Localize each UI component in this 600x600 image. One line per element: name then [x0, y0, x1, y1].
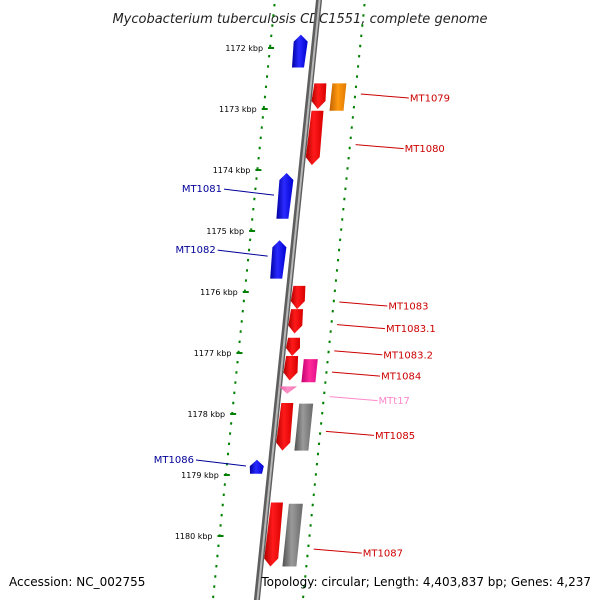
- feature-glyph[interactable]: [294, 403, 314, 451]
- kbp-tick-label: 1178 kbp: [187, 410, 225, 419]
- genome-backbone: [253, 0, 323, 600]
- feature-label[interactable]: MT1083.1: [386, 324, 436, 335]
- tick-marks: 1172 kbp 1173 kbp 1174 kbp 1175 kbp 1176 kbp…: [175, 3, 366, 599]
- accession-text: Accession: NC_002755: [9, 575, 145, 589]
- mt1087-glyph[interactable]: [264, 502, 283, 567]
- kbp-tick-label: 1179 kbp: [181, 471, 219, 480]
- feature-label[interactable]: MT1082: [176, 245, 216, 256]
- feature-label[interactable]: MT1083.2: [383, 350, 433, 361]
- feature-glyph[interactable]: [329, 83, 347, 111]
- mt1081-glyph[interactable]: [276, 173, 294, 219]
- label-leader-line: [329, 396, 378, 402]
- feature-labels: MT1079 MT1080 MT1081 MT1082 MT1083 MT1083.1 MT…: [154, 94, 450, 560]
- backbone-line-highlight: [256, 0, 321, 600]
- feature-label[interactable]: MT1081: [182, 184, 222, 195]
- label-leader-line: [195, 459, 247, 467]
- feature-label[interactable]: MT1083: [388, 302, 428, 313]
- feature-label[interactable]: MT1080: [405, 144, 445, 155]
- mt1082-glyph[interactable]: [270, 240, 287, 279]
- label-leader-line: [325, 430, 374, 436]
- kbp-tick-label: 1172 kbp: [225, 44, 263, 53]
- feature-label[interactable]: MT1085: [375, 431, 415, 442]
- mt1084-glyph[interactable]: [283, 356, 299, 381]
- mt1080-glyph[interactable]: [305, 110, 324, 166]
- label-leader-line: [223, 188, 275, 196]
- label-leader-line: [339, 301, 388, 307]
- label-leader-line: [334, 350, 383, 356]
- mt1083-glyph[interactable]: [290, 285, 306, 310]
- kbp-tick-label: 1173 kbp: [219, 105, 257, 114]
- mtt17-glyph[interactable]: [279, 386, 297, 394]
- feature-label[interactable]: MT1079: [410, 94, 450, 105]
- label-leader-line: [336, 324, 386, 330]
- feature-label[interactable]: MT1087: [363, 549, 403, 560]
- mt1083.2-glyph[interactable]: [286, 337, 300, 356]
- map-title: Mycobacterium tuberculosis CDC1551, comp…: [112, 12, 487, 27]
- label-leader-line: [332, 371, 381, 377]
- label-leader-line: [355, 144, 404, 150]
- kbp-tick-label: 1180 kbp: [175, 532, 213, 541]
- kbp-tick-label: 1177 kbp: [194, 349, 232, 358]
- feature-glyph[interactable]: [282, 503, 303, 567]
- label-leader-line: [217, 249, 268, 257]
- kbp-tick-label: 1176 kbp: [200, 288, 238, 297]
- topology-text: Topology: circular; Length: 4,403,837 bp…: [260, 575, 591, 589]
- feature-label[interactable]: MTt17: [379, 396, 410, 407]
- feature-glyph[interactable]: [301, 359, 318, 383]
- feature-label[interactable]: MT1084: [381, 372, 421, 383]
- label-leader-line: [313, 548, 362, 554]
- kbp-tick-label: 1175 kbp: [206, 227, 244, 236]
- feature-label[interactable]: MT1086: [154, 455, 194, 466]
- kbp-tick-label: 1174 kbp: [213, 166, 251, 175]
- mt1083.1-glyph[interactable]: [288, 309, 303, 334]
- feature-glyph[interactable]: [292, 34, 308, 68]
- mt1079-glyph[interactable]: [311, 83, 327, 109]
- label-leader-line: [360, 93, 409, 99]
- feature-glyphs: [249, 34, 347, 567]
- mt1085-glyph[interactable]: [276, 403, 294, 451]
- mt1086-glyph[interactable]: [249, 459, 264, 474]
